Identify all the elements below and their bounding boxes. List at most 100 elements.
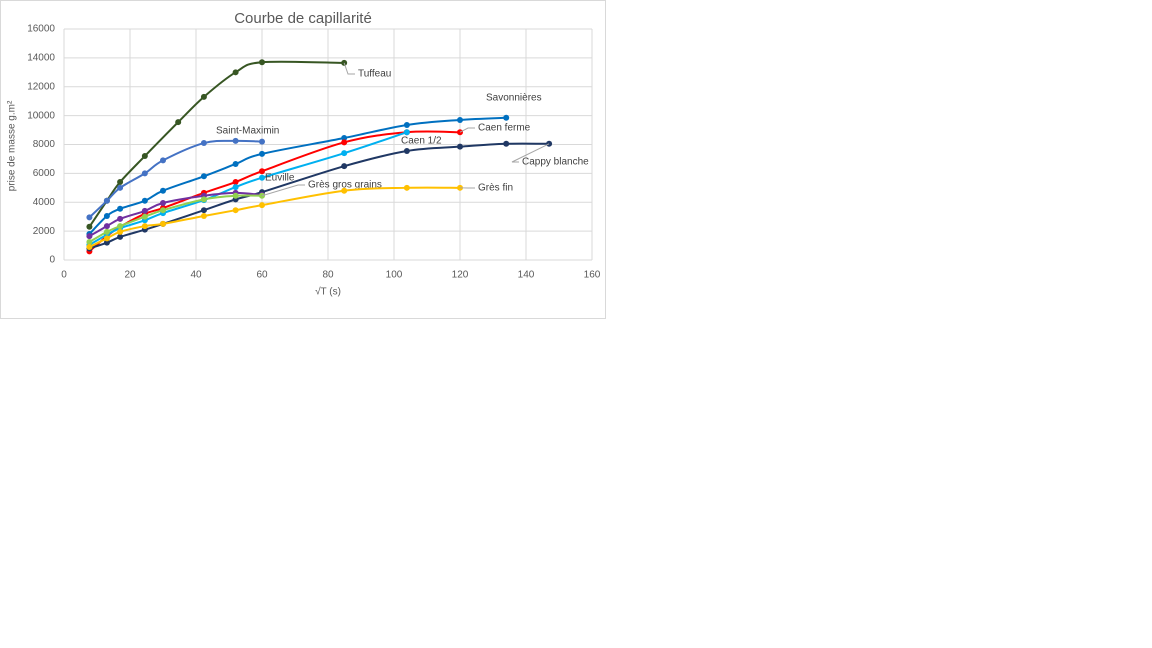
x-axis-label: √T (s) bbox=[315, 286, 341, 298]
data-point bbox=[457, 116, 463, 123]
data-point bbox=[86, 238, 93, 245]
data-point bbox=[86, 214, 93, 221]
y-tick-label: 10000 bbox=[27, 110, 55, 121]
data-point bbox=[117, 228, 124, 235]
series-line bbox=[88, 131, 408, 246]
series-label: Tuffeau bbox=[358, 69, 391, 80]
series-label: Savonnières bbox=[486, 93, 542, 104]
y-tick-label: 12000 bbox=[27, 81, 55, 92]
data-point bbox=[160, 220, 166, 227]
data-point bbox=[259, 138, 265, 145]
leader-line bbox=[511, 143, 550, 163]
data-point bbox=[160, 187, 166, 194]
data-point bbox=[200, 196, 207, 203]
data-point bbox=[403, 147, 410, 154]
data-point bbox=[403, 122, 410, 129]
x-tick-label: 140 bbox=[518, 270, 535, 281]
data-point bbox=[141, 153, 148, 160]
data-point bbox=[232, 179, 239, 186]
data-point bbox=[341, 139, 348, 146]
data-point bbox=[117, 179, 124, 186]
data-point bbox=[259, 59, 265, 66]
data-point bbox=[141, 207, 148, 214]
y-tick-label: 4000 bbox=[33, 197, 56, 208]
data-point bbox=[86, 244, 93, 251]
chart-title: Courbe de capillarité bbox=[234, 10, 372, 27]
x-tick-label: 60 bbox=[256, 270, 268, 281]
x-tick-label: 120 bbox=[452, 270, 469, 281]
chart-frame bbox=[0, 0, 606, 319]
data-point bbox=[200, 212, 207, 219]
series-label: Euville bbox=[265, 173, 295, 184]
data-point bbox=[160, 199, 166, 206]
data-point bbox=[259, 174, 265, 181]
data-point bbox=[403, 184, 410, 191]
y-tick-label: 0 bbox=[49, 255, 55, 266]
data-point bbox=[503, 114, 510, 121]
x-tick-label: 100 bbox=[386, 270, 403, 281]
data-point bbox=[117, 184, 124, 191]
x-tick-label: 80 bbox=[322, 270, 334, 281]
data-point bbox=[141, 170, 148, 177]
data-point bbox=[503, 140, 510, 147]
data-point bbox=[341, 187, 348, 194]
data-point bbox=[232, 160, 239, 167]
y-tick-label: 6000 bbox=[33, 168, 56, 179]
data-point bbox=[175, 119, 182, 126]
data-point bbox=[117, 215, 124, 222]
data-point bbox=[86, 233, 93, 240]
data-point bbox=[259, 150, 265, 157]
data-point bbox=[341, 135, 348, 142]
x-tick-label: 160 bbox=[584, 270, 601, 281]
series-label: Caen 1/2 bbox=[401, 136, 442, 147]
x-tick-label: 20 bbox=[124, 270, 136, 281]
data-point bbox=[232, 184, 239, 191]
y-tick-label: 8000 bbox=[33, 139, 56, 150]
data-point bbox=[403, 129, 410, 136]
data-point bbox=[141, 197, 148, 204]
data-point bbox=[141, 213, 148, 220]
series-label: Cappy blanche bbox=[522, 157, 589, 168]
x-tick-label: 0 bbox=[61, 270, 67, 281]
leader-line bbox=[261, 184, 305, 197]
data-point bbox=[103, 235, 110, 242]
data-point bbox=[200, 93, 207, 100]
data-point bbox=[103, 228, 110, 235]
series-label: Caen ferme bbox=[478, 123, 531, 134]
y-tick-label: 16000 bbox=[27, 24, 55, 35]
data-point bbox=[103, 212, 110, 219]
series-label: Saint-Maximin bbox=[216, 126, 279, 137]
data-point bbox=[117, 233, 124, 240]
data-point bbox=[86, 223, 93, 230]
data-point bbox=[232, 137, 239, 144]
y-tick-label: 14000 bbox=[27, 53, 55, 64]
series-label: Grès fin bbox=[478, 183, 513, 194]
data-point bbox=[103, 197, 110, 204]
data-point bbox=[103, 239, 110, 246]
data-point bbox=[232, 192, 239, 199]
data-point bbox=[103, 223, 110, 230]
data-point bbox=[232, 207, 239, 214]
leader-line bbox=[343, 62, 355, 75]
data-point bbox=[232, 69, 239, 76]
data-point bbox=[160, 207, 166, 214]
data-point bbox=[259, 168, 265, 175]
data-point bbox=[259, 202, 265, 209]
y-axis-label: prise de masse g.m² bbox=[7, 100, 18, 191]
y-tick-label: 2000 bbox=[33, 226, 56, 237]
leader-line bbox=[459, 127, 475, 133]
data-point bbox=[117, 223, 124, 230]
data-point bbox=[160, 157, 166, 164]
series-label: Grès gros grains bbox=[308, 180, 382, 191]
data-point bbox=[457, 143, 463, 150]
data-point bbox=[117, 205, 124, 212]
data-point bbox=[141, 223, 148, 230]
data-point bbox=[200, 173, 207, 180]
data-point bbox=[200, 207, 207, 214]
data-point bbox=[341, 150, 348, 157]
data-point bbox=[341, 163, 348, 170]
data-point bbox=[200, 140, 207, 147]
x-tick-label: 40 bbox=[190, 270, 202, 281]
